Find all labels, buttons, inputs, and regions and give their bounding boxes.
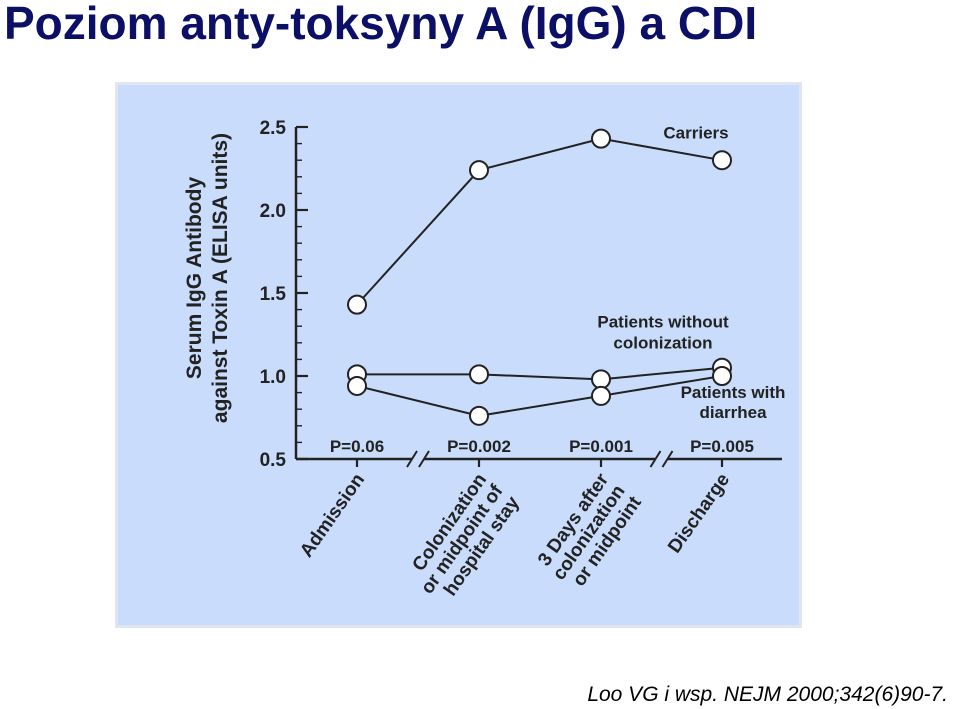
- x-category-label-line: Discharge: [664, 470, 734, 557]
- series-carriers-point: [712, 150, 732, 171]
- series-without-colonization-point: [469, 364, 489, 385]
- series-without-colonization-label: Patients without: [597, 313, 729, 332]
- y-tick-label: 1.5: [260, 284, 287, 305]
- x-category-label: Discharge: [664, 470, 734, 557]
- citation: Loo VG i wsp. NEJM 2000;342(6)90-7.: [587, 683, 948, 706]
- series-carriers-label: Carriers: [663, 124, 728, 143]
- series-with-diarrhea-label: Patients with: [681, 383, 786, 402]
- series-carriers-point: [347, 294, 367, 315]
- y-tick-label: 1.0: [260, 367, 286, 388]
- series-with-diarrhea-point: [469, 405, 489, 426]
- y-axis-label: against Toxin A (ELISA units): [209, 133, 232, 423]
- p-value-label: P=0.06: [330, 437, 384, 456]
- series-with-diarrhea-label: diarrhea: [699, 403, 767, 422]
- series-with-diarrhea-point: [591, 385, 611, 406]
- series-without-colonization-line: [357, 366, 723, 381]
- axis-break-mark: [418, 450, 430, 468]
- p-value-label: P=0.002: [447, 437, 511, 456]
- series-with-diarrhea-line: [356, 375, 723, 417]
- axis-break-mark: [661, 450, 674, 468]
- x-category-label-line: Admission: [296, 470, 369, 562]
- series-carriers-line: [356, 137, 723, 306]
- y-tick-label: 0.5: [260, 450, 287, 471]
- series-carriers-point: [591, 128, 611, 149]
- axis-break-mark: [649, 450, 662, 468]
- y-tick-label: 2.0: [260, 201, 286, 222]
- figure-panel: 0.5 1.0 1.5 2.0 2.5 Serum IgG Antibody against…: [115, 82, 802, 628]
- series-without-colonization-label: colonization: [613, 334, 712, 353]
- series-with-diarrhea-point: [347, 375, 367, 396]
- slide-title: Poziom anty-toksyny A (IgG) a CDI: [4, 0, 758, 49]
- p-value-label: P=0.005: [690, 437, 754, 456]
- y-tick-label: 2.5: [260, 118, 287, 139]
- y-axis-label: Serum IgG Antibody: [183, 177, 206, 380]
- p-value-label: P=0.001: [569, 437, 633, 456]
- series-without-colonization-point: [591, 369, 611, 390]
- line-chart: 0.5 1.0 1.5 2.0 2.5 Serum IgG Antibody against…: [183, 118, 786, 600]
- x-category-label: Admission: [296, 470, 369, 562]
- axis-break-mark: [406, 450, 418, 468]
- series-carriers-point: [469, 160, 489, 181]
- series-with-diarrhea-point: [712, 366, 732, 386]
